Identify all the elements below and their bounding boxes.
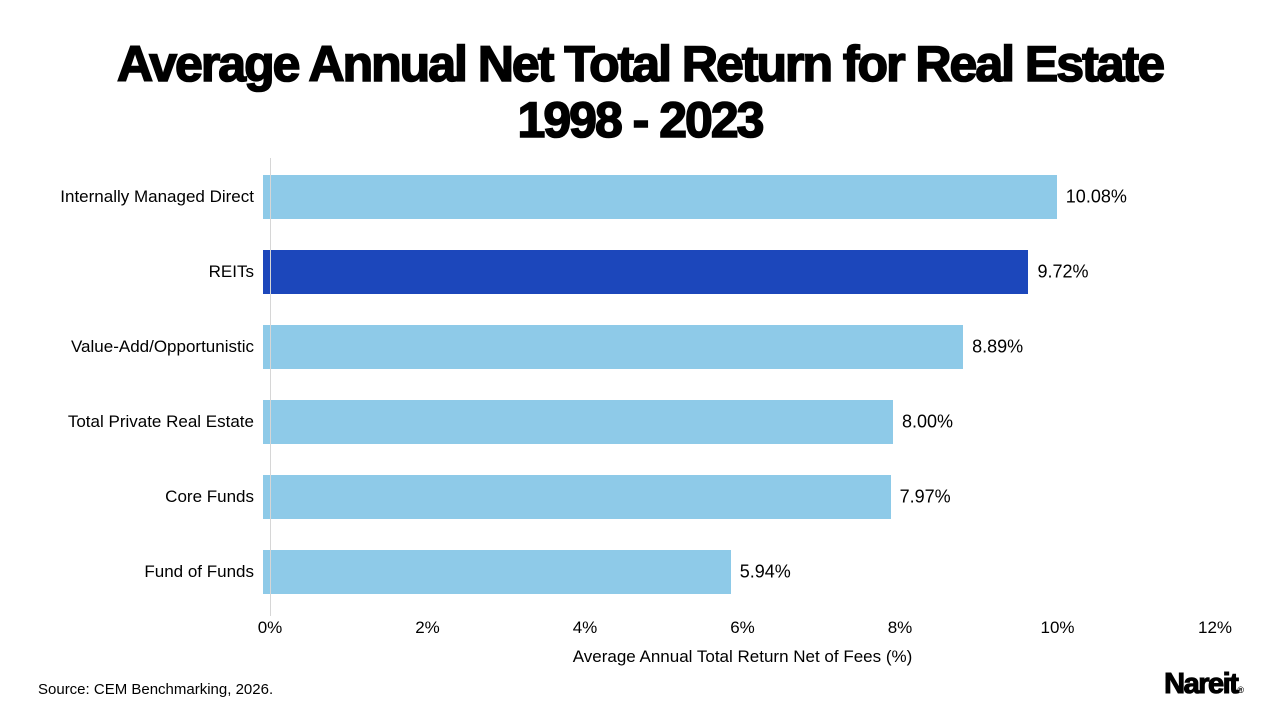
bar bbox=[263, 550, 731, 594]
bar bbox=[263, 175, 1057, 219]
chart-title: Average Annual Net Total Return for Real… bbox=[0, 35, 1280, 149]
chart-title-line2: 1998 - 2023 bbox=[517, 91, 766, 149]
value-label: 7.97% bbox=[899, 486, 951, 507]
x-tick-label: 2% bbox=[415, 618, 440, 637]
chart-title-line1: Average Annual Net Total Return for Real… bbox=[116, 35, 1166, 93]
category-label: Internally Managed Direct bbox=[60, 187, 254, 206]
bar-track: 8.00% bbox=[262, 400, 1207, 444]
category-label: Core Funds bbox=[165, 487, 254, 506]
x-axis-label: Average Annual Total Return Net of Fees … bbox=[572, 647, 913, 666]
bar bbox=[263, 475, 891, 519]
value-label: 8.89% bbox=[972, 336, 1024, 357]
bar-track: 5.94% bbox=[262, 550, 1207, 594]
x-tick-label: 10% bbox=[1040, 618, 1075, 637]
source-note: Source: CEM Benchmarking, 2026. bbox=[38, 681, 274, 698]
bar-row: Fund of Funds 5.94% bbox=[0, 550, 1280, 594]
category-label: Total Private Real Estate bbox=[67, 412, 254, 431]
category-label: Fund of Funds bbox=[144, 562, 254, 581]
x-tick-label: 6% bbox=[730, 618, 755, 637]
category-label: Value-Add/Opportunistic bbox=[70, 337, 254, 356]
x-tick-label: 12% bbox=[1197, 618, 1233, 637]
bar-rows: Internally Managed Direct 10.08% REITs 9.72… bbox=[0, 158, 1280, 611]
bar-row: Value-Add/Opportunistic 8.89% bbox=[0, 325, 1280, 369]
bar-track: 9.72% bbox=[262, 250, 1207, 294]
x-axis-ticks: 0% 2% 4% 6% 8% 10% 12% bbox=[0, 618, 1280, 640]
nareit-logo-text: Nareit bbox=[1164, 667, 1240, 700]
bar bbox=[263, 325, 964, 369]
value-label: 5.94% bbox=[739, 561, 791, 582]
value-label: 9.72% bbox=[1037, 261, 1089, 282]
bar-row: Internally Managed Direct 10.08% bbox=[0, 175, 1280, 219]
y-axis-line bbox=[270, 158, 271, 616]
bar-track: 7.97% bbox=[262, 475, 1207, 519]
bar-row: Total Private Real Estate 8.00% bbox=[0, 400, 1280, 444]
value-label: 8.00% bbox=[902, 411, 954, 432]
x-tick-label: 4% bbox=[572, 618, 598, 637]
bar-track: 8.89% bbox=[262, 325, 1207, 369]
bar bbox=[263, 400, 893, 444]
x-tick-label: 8% bbox=[887, 618, 913, 637]
bar-chart: Internally Managed Direct 10.08% REITs 9.72… bbox=[0, 158, 1280, 616]
value-label: 10.08% bbox=[1065, 186, 1127, 207]
x-tick-label: 0% bbox=[257, 618, 283, 637]
bar-row: Core Funds 7.97% bbox=[0, 475, 1280, 519]
bar-track: 10.08% bbox=[262, 175, 1207, 219]
bar-highlighted bbox=[263, 250, 1029, 294]
registered-mark-icon: ® bbox=[1237, 685, 1244, 695]
nareit-logo: Nareit® bbox=[1164, 667, 1244, 701]
category-label: REITs bbox=[208, 262, 254, 281]
bar-row: REITs 9.72% bbox=[0, 250, 1280, 294]
